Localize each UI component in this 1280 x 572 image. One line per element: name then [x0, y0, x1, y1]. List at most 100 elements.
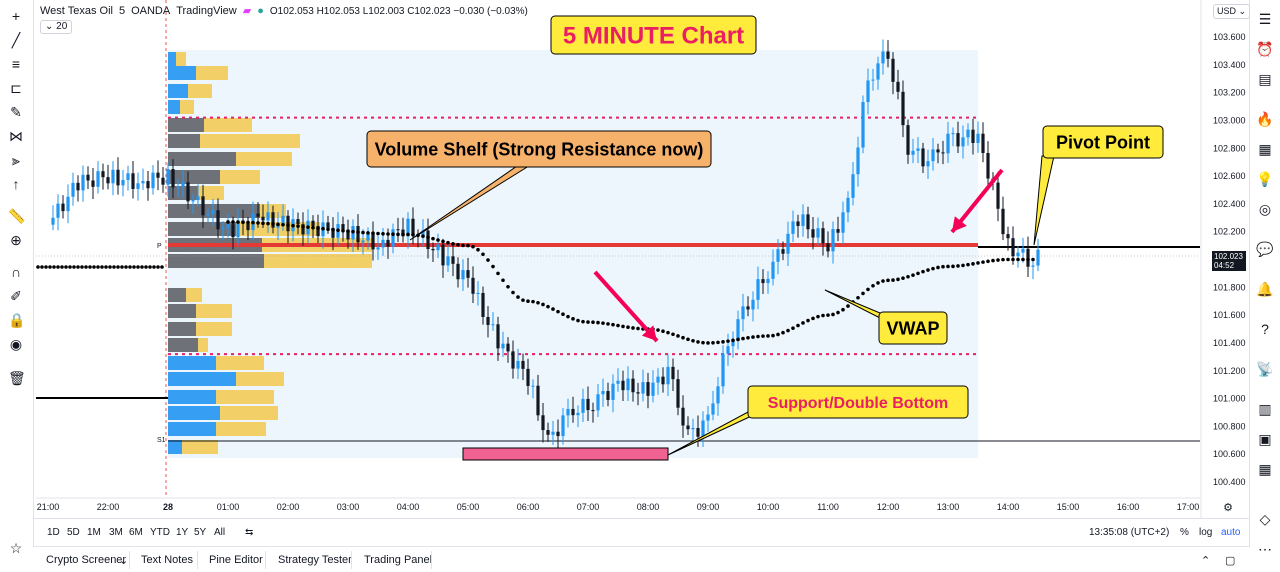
range-1m[interactable]: 1M: [87, 527, 101, 538]
trash-icon[interactable]: 🗑: [8, 370, 26, 386]
dom-icon[interactable]: ▣: [1258, 431, 1272, 447]
pattern-icon[interactable]: ⋈: [9, 128, 23, 144]
trendline-icon[interactable]: ╱: [11, 32, 21, 48]
alerts-icon[interactable]: ⏰: [1256, 41, 1274, 57]
range-1y[interactable]: 1Y: [176, 527, 189, 538]
candle-body: [646, 382, 650, 396]
indicator-toggle[interactable]: ⌄ 20: [40, 20, 73, 34]
calendar-icon[interactable]: ▦: [1258, 141, 1272, 157]
range-5y[interactable]: 5Y: [194, 527, 207, 538]
candle-body: [451, 256, 455, 264]
collapse-icon[interactable]: ⌃: [1201, 555, 1211, 567]
vwap-dot: [231, 220, 235, 224]
range-all[interactable]: All: [214, 527, 226, 538]
streams-icon[interactable]: ◎: [1258, 201, 1272, 217]
flag-icon[interactable]: ▰: [242, 5, 252, 17]
grid-icon[interactable]: ▦: [1258, 461, 1272, 477]
ruler-icon[interactable]: 📏: [8, 208, 26, 224]
interval[interactable]: 5: [118, 5, 126, 17]
draw-mode-icon[interactable]: ✐: [10, 288, 22, 304]
candle-body: [441, 244, 445, 266]
range-1d[interactable]: 1D: [47, 527, 60, 538]
range-6m[interactable]: 6M: [129, 527, 143, 538]
lock-icon[interactable]: 🔒: [8, 312, 26, 328]
vwap-dot: [661, 329, 665, 334]
right-toolbar: ☰ ⏰ ▤ 🔥 ▦ 💡 ◎ 💬 🔔 ? 📡 ▥ ▣ ▦ ◇ ⋯: [1249, 0, 1280, 571]
currency-button[interactable]: USD ⌄: [1213, 4, 1251, 19]
profile-bar-right: [182, 440, 218, 454]
layers-icon[interactable]: ◇: [1259, 511, 1271, 527]
vwap-dot: [656, 328, 660, 332]
chevron-down-icon[interactable]: ⌄: [119, 555, 129, 567]
auto-toggle[interactable]: auto: [1221, 527, 1241, 538]
candle-body: [656, 376, 660, 383]
hotlist-icon[interactable]: 🔥: [1256, 111, 1274, 127]
brush-icon[interactable]: ✎: [10, 104, 22, 120]
candle-body: [836, 229, 840, 233]
candle-body: [381, 239, 385, 248]
candle-body: [81, 174, 85, 191]
star-icon[interactable]: ☆: [9, 540, 23, 556]
candle-body: [841, 212, 845, 233]
profile-bar-right: [188, 84, 212, 98]
percent-toggle[interactable]: %: [1180, 527, 1189, 538]
notifications-icon[interactable]: 🔔: [1256, 281, 1274, 297]
candle-body: [216, 210, 220, 230]
data-window-icon[interactable]: ▤: [1258, 71, 1272, 87]
order-panel-icon[interactable]: ▥: [1258, 401, 1272, 417]
vwap-dot: [786, 328, 790, 333]
price-tick-label: 101.600: [1213, 310, 1246, 320]
range-3m[interactable]: 3M: [109, 527, 123, 538]
symbol-name[interactable]: West Texas Oil: [40, 5, 113, 17]
p-marker: P: [157, 243, 162, 250]
vwap-dot: [366, 231, 370, 235]
tab-crypto-screener[interactable]: Crypto Screener: [46, 554, 127, 566]
range-5d[interactable]: 5D: [67, 527, 80, 538]
vwap-dot: [831, 312, 835, 317]
vwap-dot: [1031, 257, 1035, 262]
candle-body: [781, 249, 785, 254]
tab-pine-editor[interactable]: Pine Editor: [209, 554, 263, 566]
vwap-dot: [756, 334, 760, 339]
candle-body: [201, 196, 205, 216]
candle-body: [1016, 252, 1020, 257]
vwap-dot: [621, 324, 625, 329]
watchlist-icon[interactable]: ☰: [1258, 11, 1272, 27]
magnet-icon[interactable]: ∩: [10, 264, 22, 280]
more-icon[interactable]: ⋯: [1258, 541, 1272, 557]
vwap-dot: [1016, 257, 1020, 262]
time-tick-label: 16:00: [1117, 502, 1140, 512]
broadcast-icon[interactable]: 📡: [1256, 361, 1274, 377]
vwap-dot: [791, 326, 795, 330]
tab-trading-panel[interactable]: Trading Panel: [364, 554, 433, 566]
vwap-dot: [841, 307, 845, 312]
prediction-icon[interactable]: ⫸: [12, 152, 20, 168]
help-icon[interactable]: ?: [1261, 321, 1269, 337]
maximize-icon[interactable]: ▢: [1225, 555, 1236, 567]
candle-body: [131, 173, 135, 189]
candle-body: [171, 169, 175, 188]
vwap-dot: [451, 242, 455, 246]
current-price-label: 102.023: [1214, 252, 1243, 261]
vwap-dot: [876, 281, 880, 285]
crosshair-icon[interactable]: +: [11, 8, 21, 24]
chat-icon[interactable]: 💬: [1256, 241, 1274, 257]
clock[interactable]: 13:35:08 (UTC+2): [1089, 527, 1170, 538]
range-ytd[interactable]: YTD: [150, 527, 170, 538]
title-callout-text: 5 MINUTE Chart: [563, 23, 744, 50]
price-tick-label: 102.200: [1213, 227, 1246, 237]
profile-bar-right: [186, 288, 202, 302]
vwap-dot: [946, 264, 950, 269]
log-toggle[interactable]: log: [1199, 527, 1213, 538]
arrow-up-icon[interactable]: ↑: [12, 176, 20, 192]
tab-text-notes[interactable]: Text Notes: [141, 554, 193, 566]
zoom-in-icon[interactable]: ⊕: [10, 232, 22, 248]
ideas-icon[interactable]: 💡: [1256, 171, 1274, 187]
profile-bar-right: [220, 170, 260, 184]
pitchfork-icon[interactable]: ⊏: [10, 80, 22, 96]
eye-icon[interactable]: ◉: [9, 336, 23, 352]
tab-strategy-tester[interactable]: Strategy Tester: [278, 554, 352, 566]
date-range-icon[interactable]: ⇆: [245, 527, 254, 538]
horizontal-lines-icon[interactable]: ≡: [11, 56, 21, 72]
